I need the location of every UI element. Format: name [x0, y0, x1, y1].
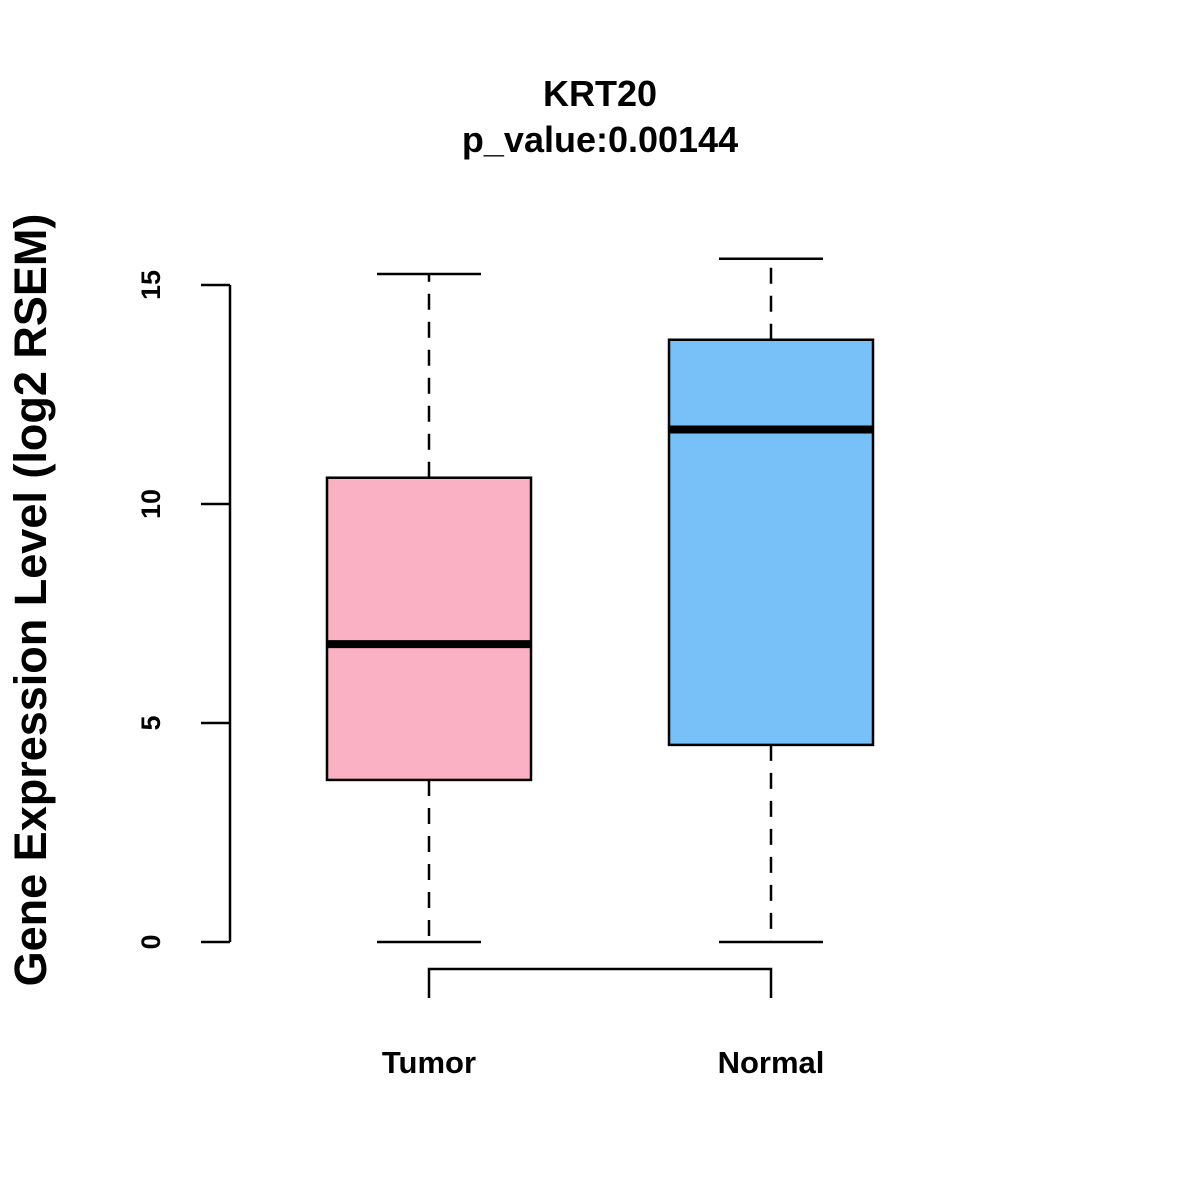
comparison-bracket — [427, 967, 773, 998]
y-ticks: 0 5 10 15 — [136, 270, 230, 950]
y-axis-label: Gene Expression Level (log2 RSEM) — [5, 214, 56, 987]
y-tick-label: 15 — [136, 270, 166, 300]
iqr-box — [667, 338, 875, 747]
iqr-box — [325, 476, 533, 782]
box-normal — [667, 257, 875, 944]
category-label-normal: Normal — [718, 1045, 825, 1080]
box-tumor — [325, 272, 533, 944]
y-tick-label: 0 — [136, 934, 166, 949]
y-tick-label: 5 — [136, 715, 166, 730]
bracket-line — [427, 967, 773, 998]
chart-title: KRT20 — [543, 73, 657, 114]
boxes — [325, 257, 875, 944]
y-tick-label: 10 — [136, 489, 166, 519]
category-label-tumor: Tumor — [382, 1045, 476, 1080]
chart-subtitle: p_value:0.00144 — [462, 119, 738, 160]
category-labels: Tumor Normal — [382, 1045, 824, 1080]
